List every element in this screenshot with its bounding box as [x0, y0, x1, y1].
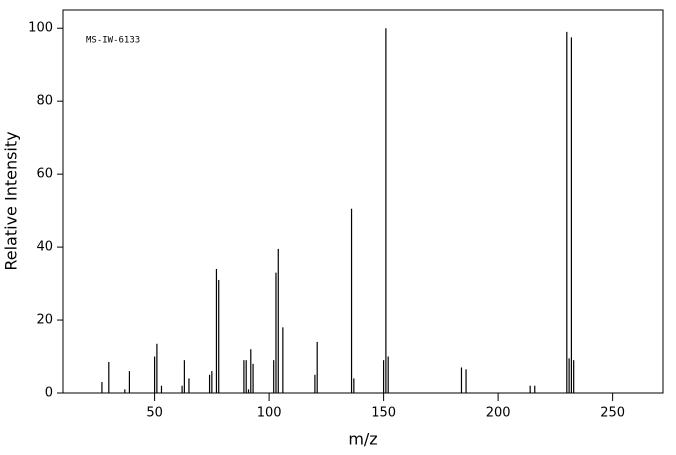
plot-frame [62, 9, 664, 394]
y-tick-label: 60 [36, 167, 53, 182]
x-tick-label: 50 [146, 406, 163, 421]
y-tick-label: 40 [36, 240, 53, 255]
y-tick-label: 100 [28, 21, 53, 36]
y-axis-label: Relative Intensity [2, 131, 21, 270]
x-tick-label: 250 [600, 406, 625, 421]
chart-title: MS-IW-6133 [86, 36, 140, 46]
x-tick-label: 150 [371, 406, 396, 421]
x-axis-label: m/z [348, 430, 377, 449]
x-tick-label: 100 [257, 406, 282, 421]
y-tick-label: 20 [36, 313, 53, 328]
x-tick-label: 200 [486, 406, 511, 421]
y-tick-label: 80 [36, 94, 53, 109]
y-tick-label: 0 [45, 386, 53, 401]
